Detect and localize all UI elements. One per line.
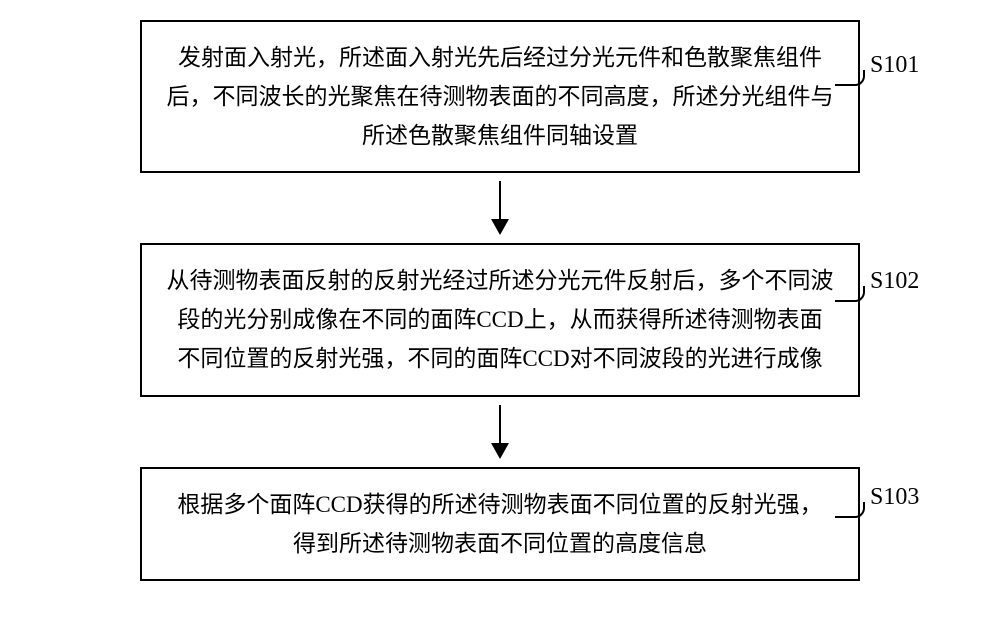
step-text-1: 发射面入射光，所述面入射光先后经过分光元件和色散聚焦组件后，不同波长的光聚焦在待… (167, 45, 834, 148)
label-text-2: S102 (870, 268, 919, 294)
step-text-3: 根据多个面阵CCD获得的所述待测物表面不同位置的反射光强，得到所述待测物表面不同… (177, 492, 822, 556)
step-label-1: S101 (870, 52, 919, 79)
step-label-2: S102 (870, 268, 919, 295)
step-container-2: 从待测物表面反射的反射光经过所述分光元件反射后，多个不同波段的光分别成像在不同的… (0, 243, 1000, 396)
arrow-head-1 (491, 219, 509, 235)
step-container-1: 发射面入射光，所述面入射光先后经过分光元件和色散聚焦组件后，不同波长的光聚焦在待… (0, 20, 1000, 173)
step-box-3: 根据多个面阵CCD获得的所述待测物表面不同位置的反射光强，得到所述待测物表面不同… (140, 467, 860, 581)
step-box-1: 发射面入射光，所述面入射光先后经过分光元件和色散聚焦组件后，不同波长的光聚焦在待… (140, 20, 860, 173)
arrow-head-2 (491, 443, 509, 459)
step-label-3: S103 (870, 484, 919, 511)
arrow-1 (491, 181, 509, 235)
label-connector-2 (835, 286, 865, 302)
label-text-1: S101 (870, 52, 919, 78)
arrow-2 (491, 405, 509, 459)
label-text-3: S103 (870, 484, 919, 510)
step-container-3: 根据多个面阵CCD获得的所述待测物表面不同位置的反射光强，得到所述待测物表面不同… (0, 467, 1000, 581)
arrow-line-1 (499, 181, 501, 219)
step-box-2: 从待测物表面反射的反射光经过所述分光元件反射后，多个不同波段的光分别成像在不同的… (140, 243, 860, 396)
arrow-line-2 (499, 405, 501, 443)
label-connector-1 (835, 70, 865, 86)
label-connector-3 (835, 502, 865, 518)
step-text-2: 从待测物表面反射的反射光经过所述分光元件反射后，多个不同波段的光分别成像在不同的… (167, 268, 834, 371)
